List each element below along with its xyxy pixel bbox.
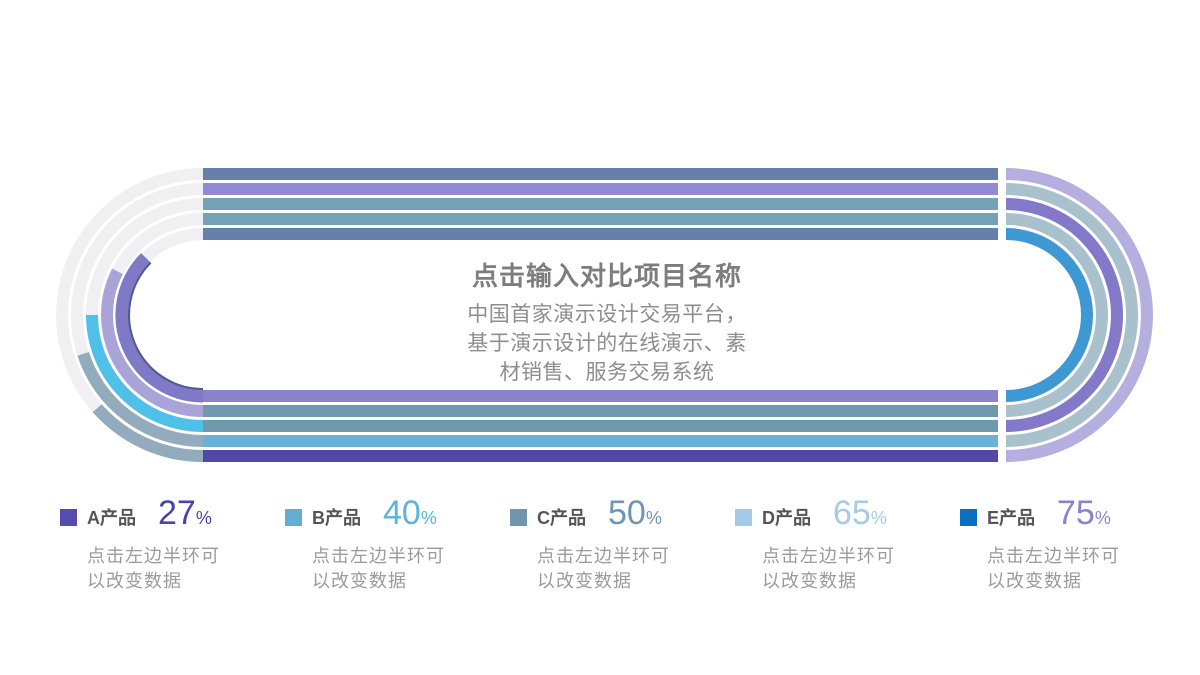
legend-note-line: 以改变数据: [537, 571, 632, 591]
legend-head: E产品 75%: [960, 496, 1185, 535]
legend-note-line: 点击左边半环可: [87, 546, 220, 566]
legend-label: D产品: [762, 508, 811, 528]
legend-label: A产品: [87, 508, 136, 528]
legend-value: 75%: [1057, 496, 1111, 535]
chart-title[interactable]: 点击输入对比项目名称: [471, 261, 742, 291]
legend-head: C产品 50%: [510, 496, 735, 535]
subtitle-line: 基于演示设计的在线演示、素: [467, 332, 747, 355]
legend-note-line: 点击左边半环可: [987, 546, 1120, 566]
legend-color-swatch: [285, 509, 302, 526]
legend-value: 50%: [608, 496, 662, 535]
legend-color-swatch: [735, 509, 752, 526]
track-right-half-ring-a: [1005, 168, 1153, 462]
legend-item-a: A产品 27% 点击左边半环可 以改变数据: [60, 496, 285, 594]
legend-item-e: E产品 75% 点击左边半环可 以改变数据: [960, 496, 1185, 594]
legend-value-unit: %: [420, 508, 437, 528]
legend-item-c: C产品 50% 点击左边半环可 以改变数据: [510, 496, 735, 594]
legend-note: 点击左边半环可 以改变数据: [312, 544, 510, 594]
legend-value-unit: %: [645, 508, 662, 528]
legend-label: E产品: [987, 508, 1036, 528]
legend-value: 27%: [158, 496, 212, 535]
subtitle-line: 中国首家演示设计交易平台，: [467, 303, 747, 326]
left-half-ring-e[interactable]: [115, 253, 204, 403]
chart-center-text: 点击输入对比项目名称 中国首家演示设计交易平台， 基于演示设计的在线演示、素 材…: [382, 256, 832, 387]
legend-note-line: 以改变数据: [762, 571, 857, 591]
legend-note-line: 点击左边半环可: [762, 546, 895, 566]
legend-value-number: 27: [158, 494, 196, 532]
legend-head: D产品 65%: [735, 496, 960, 535]
legend-value-unit: %: [870, 508, 887, 528]
legend-value: 65%: [833, 496, 887, 535]
legend-note-line: 以改变数据: [87, 571, 182, 591]
legend-note-line: 以改变数据: [987, 571, 1082, 591]
left-half-ring-inner-edge-e: [128, 261, 204, 390]
legend-note: 点击左边半环可 以改变数据: [87, 544, 285, 594]
legend-label: C产品: [537, 508, 586, 528]
track-right-half-ring-e: [1005, 228, 1093, 402]
legend-note: 点击左边半环可 以改变数据: [762, 544, 960, 594]
legend-color-swatch: [960, 509, 977, 526]
left-half-ring-c[interactable]: [86, 314, 204, 432]
legend-note-line: 点击左边半环可: [312, 546, 445, 566]
legend-item-d: D产品 65% 点击左边半环可 以改变数据: [735, 496, 960, 594]
chart-subtitle: 中国首家演示设计交易平台， 基于演示设计的在线演示、素 材销售、服务交易系统: [382, 300, 832, 387]
track-right-half-ring-c: [1005, 198, 1123, 432]
left-half-ring-a[interactable]: [92, 404, 204, 462]
legend-note-line: 以改变数据: [312, 571, 407, 591]
track-right-half-ring-d: [1005, 213, 1108, 417]
legend-item-b: B产品 40% 点击左边半环可 以改变数据: [285, 496, 510, 594]
legend-head: A产品 27%: [60, 496, 285, 535]
legend-value-number: 65: [833, 494, 871, 532]
legend-value: 40%: [383, 496, 437, 535]
legend-color-swatch: [60, 509, 77, 526]
left-half-ring-b[interactable]: [77, 351, 204, 447]
legend-note: 点击左边半环可 以改变数据: [537, 544, 735, 594]
track-right-half-ring-b: [1005, 183, 1138, 447]
legend-note: 点击左边半环可 以改变数据: [987, 544, 1185, 594]
legend-value-unit: %: [195, 508, 212, 528]
left-half-ring-d[interactable]: [101, 268, 204, 417]
track-left-gray-e: [116, 228, 204, 402]
legend-note-line: 点击左边半环可: [537, 546, 670, 566]
legend-color-swatch: [510, 509, 527, 526]
legend-value-number: 40: [383, 494, 421, 532]
legend-value-number: 50: [608, 494, 646, 532]
legend-label: B产品: [312, 508, 361, 528]
legend-value-unit: %: [1094, 508, 1111, 528]
legend-head: B产品 40%: [285, 496, 510, 535]
subtitle-line: 材销售、服务交易系统: [499, 361, 715, 384]
legend: A产品 27% 点击左边半环可 以改变数据 B产品 40% 点击左边半环可 以改…: [60, 496, 1185, 594]
legend-value-number: 75: [1057, 494, 1095, 532]
